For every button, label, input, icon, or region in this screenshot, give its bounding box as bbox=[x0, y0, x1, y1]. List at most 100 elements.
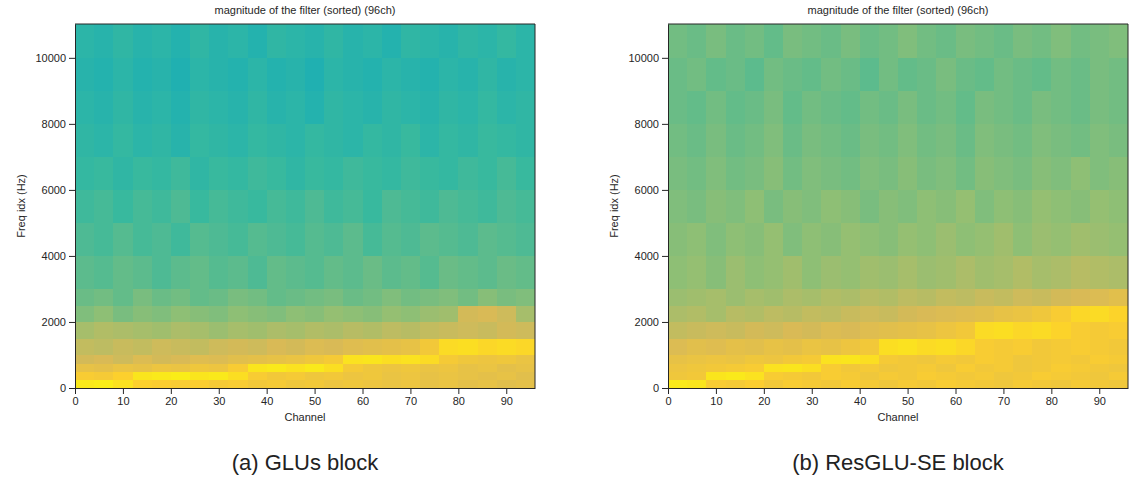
cell bbox=[802, 157, 822, 191]
cell bbox=[936, 338, 956, 355]
cell bbox=[363, 305, 383, 322]
cell bbox=[75, 355, 95, 364]
cell bbox=[228, 256, 248, 290]
cell bbox=[305, 256, 325, 290]
cell bbox=[1032, 355, 1052, 364]
x-tick-mark bbox=[219, 388, 220, 394]
cell bbox=[94, 223, 114, 257]
cell bbox=[171, 223, 191, 257]
cell bbox=[324, 355, 344, 364]
x-axis-line bbox=[76, 388, 536, 389]
cell bbox=[1071, 363, 1091, 372]
cell bbox=[783, 124, 803, 158]
y-tick: 4000 bbox=[42, 250, 75, 262]
cell bbox=[516, 190, 535, 224]
cell bbox=[956, 91, 976, 125]
cell bbox=[1090, 380, 1110, 388]
cell bbox=[458, 355, 478, 364]
cell bbox=[860, 355, 880, 364]
cell bbox=[994, 355, 1014, 364]
cell bbox=[706, 58, 726, 92]
cell bbox=[516, 289, 535, 306]
cell bbox=[1013, 256, 1033, 290]
x-tick-label: 80 bbox=[453, 395, 465, 407]
y-tick: 6000 bbox=[42, 184, 75, 196]
y-tick-label: 6000 bbox=[635, 184, 659, 196]
cell bbox=[516, 91, 535, 125]
cell bbox=[783, 322, 803, 339]
cell bbox=[706, 24, 726, 58]
cell bbox=[1032, 58, 1052, 92]
cell bbox=[821, 363, 841, 372]
cell bbox=[305, 363, 325, 372]
cell bbox=[190, 380, 210, 388]
cell bbox=[286, 58, 306, 92]
x-tick-mark bbox=[1051, 388, 1052, 394]
cell bbox=[324, 58, 344, 92]
y-tick-label: 0 bbox=[653, 382, 659, 394]
cell bbox=[668, 91, 688, 125]
cell bbox=[745, 338, 765, 355]
y-axis-line bbox=[668, 25, 669, 389]
cell bbox=[860, 124, 880, 158]
cell bbox=[764, 355, 784, 364]
cell bbox=[994, 380, 1014, 388]
cell bbox=[401, 289, 421, 306]
x-tick-label: 50 bbox=[902, 395, 914, 407]
cell bbox=[478, 355, 498, 364]
cell bbox=[841, 355, 861, 364]
cell bbox=[1051, 355, 1071, 364]
cell bbox=[382, 289, 402, 306]
cell bbox=[1032, 91, 1052, 125]
cell bbox=[1071, 24, 1091, 58]
cell bbox=[1051, 58, 1071, 92]
y-tick-mark bbox=[662, 58, 668, 59]
cell bbox=[267, 380, 287, 388]
cell bbox=[516, 322, 535, 339]
x-tick-mark bbox=[764, 388, 765, 394]
cell bbox=[152, 322, 172, 339]
x-tick-mark bbox=[171, 388, 172, 394]
cell bbox=[668, 338, 688, 355]
cell bbox=[1051, 305, 1071, 322]
cell bbox=[209, 24, 229, 58]
cell bbox=[209, 289, 229, 306]
cell bbox=[917, 24, 937, 58]
cell bbox=[687, 91, 707, 125]
cell bbox=[94, 256, 114, 290]
cell bbox=[439, 355, 459, 364]
cell bbox=[516, 363, 535, 372]
cell bbox=[1051, 371, 1071, 380]
cell bbox=[936, 223, 956, 257]
x-tick-label: 40 bbox=[854, 395, 866, 407]
cell bbox=[956, 305, 976, 322]
cell bbox=[1109, 223, 1128, 257]
cell bbox=[478, 305, 498, 322]
cell bbox=[936, 24, 956, 58]
cell bbox=[305, 190, 325, 224]
cell bbox=[1090, 24, 1110, 58]
cell bbox=[286, 363, 306, 372]
cell bbox=[75, 91, 95, 125]
cell bbox=[1090, 305, 1110, 322]
cell bbox=[363, 371, 383, 380]
cell bbox=[917, 58, 937, 92]
cell bbox=[783, 289, 803, 306]
cell bbox=[94, 363, 114, 372]
cell bbox=[994, 256, 1014, 290]
figure: 0102030405060708090020004000600080001000… bbox=[0, 0, 1137, 486]
cell bbox=[478, 256, 498, 290]
cell bbox=[841, 223, 861, 257]
cell bbox=[133, 256, 153, 290]
cell bbox=[726, 322, 746, 339]
cell bbox=[133, 363, 153, 372]
cell bbox=[687, 305, 707, 322]
y-tick-mark bbox=[662, 190, 668, 191]
cell bbox=[343, 305, 363, 322]
cell bbox=[860, 289, 880, 306]
cell bbox=[975, 157, 995, 191]
cell bbox=[726, 355, 746, 364]
y-tick: 8000 bbox=[42, 118, 75, 130]
cell bbox=[343, 371, 363, 380]
cell bbox=[190, 322, 210, 339]
